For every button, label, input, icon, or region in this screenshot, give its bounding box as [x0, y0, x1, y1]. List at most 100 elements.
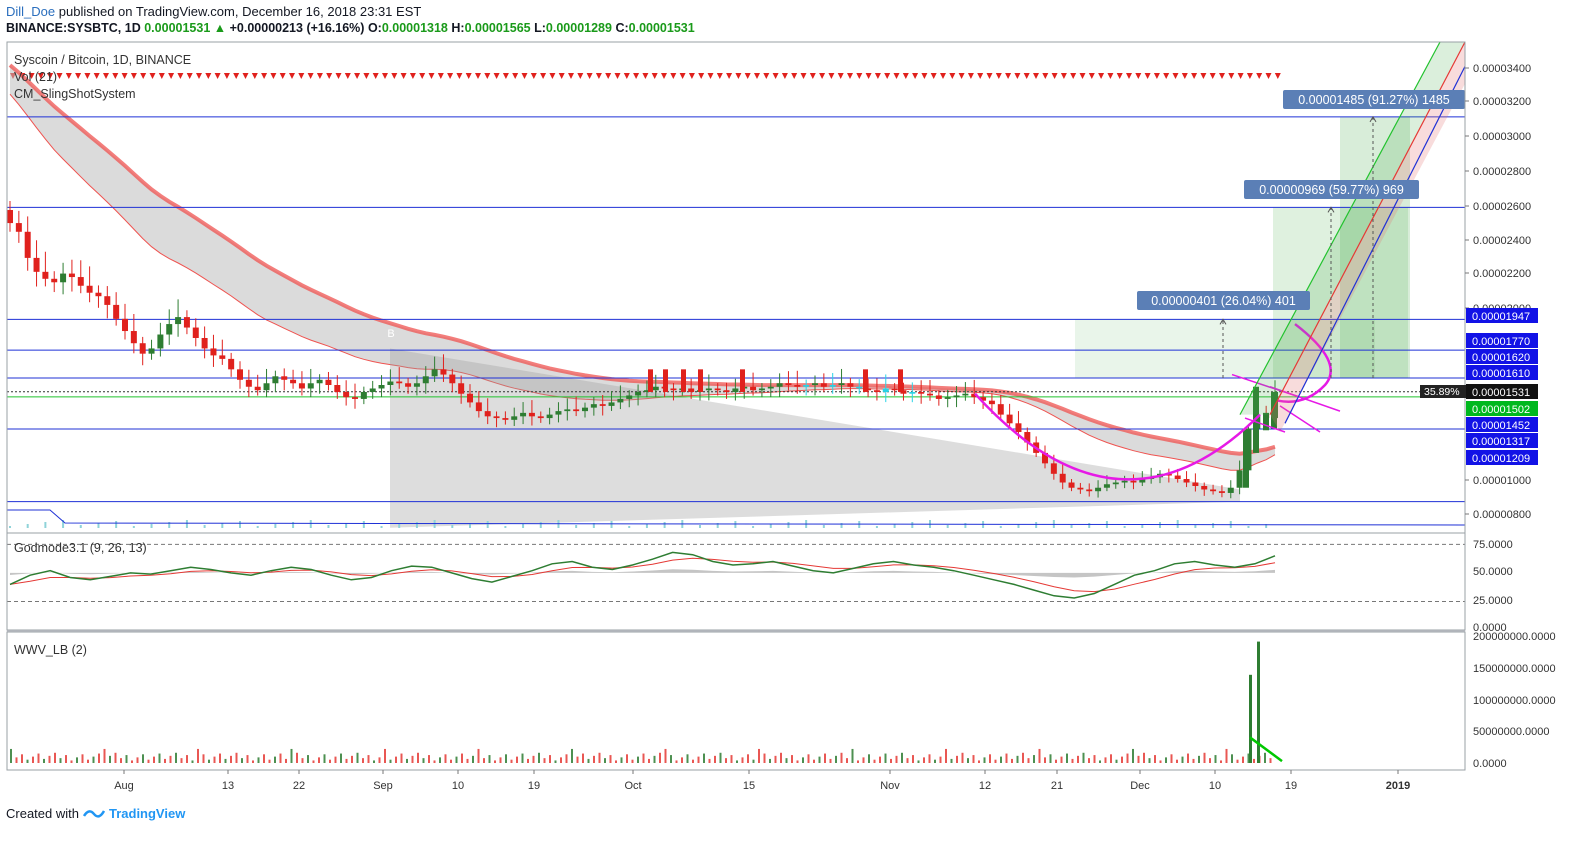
godmode-legend[interactable]: Godmode3.1 (9, 26, 13) — [14, 541, 147, 555]
wwv-bar — [851, 748, 854, 763]
sell-marker-icon — [912, 73, 919, 79]
godmode-wave-line — [9, 551, 1276, 599]
y-tick-label: 0.00003200 — [1473, 96, 1531, 108]
candle — [183, 317, 190, 328]
wwv-bar — [1104, 757, 1107, 763]
candle — [95, 292, 102, 297]
volume-bar — [1088, 523, 1091, 528]
candle — [935, 395, 942, 399]
wwv-bar — [659, 752, 661, 763]
sell-marker-icon — [614, 73, 621, 79]
candle — [891, 388, 898, 391]
wwv-bar — [609, 755, 612, 763]
wwv-bar — [1225, 748, 1228, 763]
tradingview-brand[interactable]: TradingView — [108, 806, 186, 821]
wwv-bar — [1099, 760, 1101, 763]
sell-marker-icon — [967, 73, 974, 79]
candle — [86, 285, 93, 293]
sell-marker-icon — [419, 73, 426, 79]
main-price-pane[interactable]: 0.00001485 (91.27%) 1485 0.00000969 (59.7… — [7, 41, 1466, 528]
wwv-bar — [1203, 752, 1206, 763]
wwv-bar — [224, 758, 227, 763]
green-price-tag — [1466, 401, 1538, 416]
wwv-bar — [329, 759, 331, 763]
wwv-bar — [549, 755, 551, 763]
y-tick-label: 0.00002600 — [1473, 201, 1531, 213]
godmode-y-label: 25.0000 — [1473, 595, 1513, 607]
pattern-triangle — [390, 348, 1240, 528]
candle — [130, 331, 137, 344]
wwv-bar — [774, 755, 777, 763]
candle — [1042, 452, 1048, 464]
wwv-bar — [1253, 758, 1255, 763]
wwv-bar — [598, 752, 601, 763]
wwv-y-label: 0.0000 — [1473, 758, 1507, 770]
candle — [723, 390, 730, 392]
sell-marker-icon — [623, 73, 630, 79]
wwv-bar — [928, 754, 931, 763]
volume-bar — [132, 526, 135, 528]
wwv-bar — [1093, 755, 1096, 763]
author-link[interactable]: Dill_Doe — [6, 4, 56, 19]
level-tag — [1466, 417, 1538, 432]
candle — [352, 397, 358, 399]
wwv-pane[interactable] — [10, 641, 1283, 763]
volume-bar — [345, 523, 348, 528]
wwv-legend[interactable]: WWV_LB (2) — [14, 643, 87, 657]
volume-bar — [663, 522, 666, 528]
sell-marker-icon — [921, 73, 928, 79]
wwv-bar — [901, 752, 903, 763]
volume-bar — [822, 525, 825, 528]
main-legend[interactable]: Syscoin / Bitcoin, 1D, BINANCE — [14, 53, 192, 67]
wwv-bar — [10, 748, 12, 763]
wwv-bar — [263, 754, 265, 763]
candle — [369, 388, 376, 392]
wwv-bar — [219, 753, 221, 763]
sell-marker-icon — [1256, 73, 1263, 79]
wwv-y-label: 150000000.0000 — [1473, 663, 1556, 675]
wwv-bar — [433, 760, 436, 763]
close-value: 0.00001531 — [628, 21, 695, 35]
annotation-box — [1137, 291, 1310, 310]
sell-marker-icon — [279, 73, 286, 79]
volume-bar — [150, 524, 153, 528]
candle — [148, 348, 155, 354]
wwv-bar — [681, 757, 683, 763]
low-value: 0.00001289 — [545, 21, 612, 35]
candle — [1192, 482, 1199, 486]
wwv-bar — [1000, 756, 1002, 763]
slingshot-legend[interactable]: CM_SlingShotSystem — [14, 87, 136, 101]
x-tick-label: 10 — [452, 780, 464, 792]
x-tick-label: 13 — [222, 780, 234, 792]
sell-marker-icon — [1209, 73, 1216, 79]
wwv-bar — [175, 752, 177, 763]
wwv-bar — [120, 758, 122, 763]
wwv-bar — [494, 760, 496, 763]
wwv-bar — [422, 758, 425, 763]
wwv-bar — [813, 759, 815, 763]
vol-legend[interactable]: Vol (21) — [14, 70, 58, 84]
wwv-bar — [692, 759, 694, 763]
x-tick-label: 12 — [979, 780, 991, 792]
wwv-bar — [840, 752, 843, 763]
volume-bar — [645, 524, 648, 528]
level-tag — [1466, 333, 1538, 348]
x-tick-label: 21 — [1051, 780, 1063, 792]
wwv-bar — [202, 754, 205, 763]
wwv-trend-line — [1249, 736, 1283, 763]
wwv-bar — [1176, 759, 1178, 763]
wwv-bar — [208, 759, 210, 763]
candle — [590, 404, 597, 408]
sell-marker-icon — [409, 73, 416, 79]
wwv-bar — [791, 755, 793, 763]
wwv-bar — [1154, 755, 1156, 763]
wwv-bar — [697, 756, 700, 763]
sell-marker-icon — [47, 73, 54, 79]
candle — [1130, 480, 1137, 483]
godmode-pane[interactable] — [7, 543, 1465, 602]
wwv-bar — [180, 758, 183, 763]
wwv-bar — [653, 755, 656, 763]
sell-marker-icon — [995, 73, 1002, 79]
wwv-bar — [499, 757, 502, 763]
wwv-bar — [367, 755, 370, 763]
